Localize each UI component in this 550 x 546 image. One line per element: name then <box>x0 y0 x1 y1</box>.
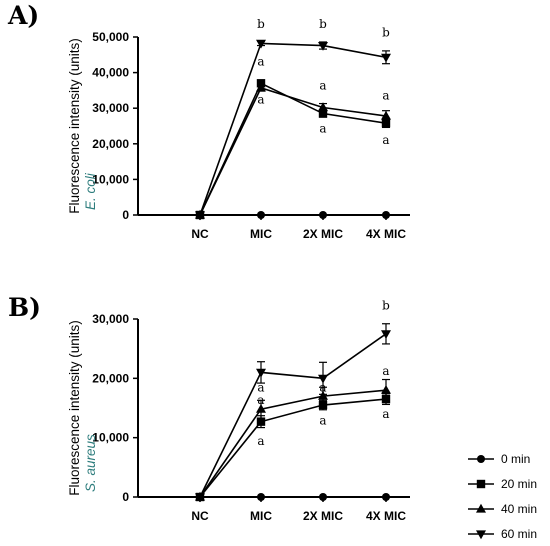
data-point <box>256 82 266 92</box>
significance-letter: b <box>382 25 390 39</box>
significance-letter: a <box>257 380 264 394</box>
y-tick-label: 30,000 <box>92 312 129 326</box>
y-axis-label: Fluorescence intensity (units) <box>67 38 82 214</box>
legend-label: 0 min <box>501 452 530 466</box>
y-tick-label: 30,000 <box>92 101 129 115</box>
legend-marker-triangle-up <box>476 503 486 513</box>
x-tick-label: 2X MIC <box>303 509 343 523</box>
y-tick-label: 40,000 <box>92 66 129 80</box>
significance-letter: b <box>319 17 327 31</box>
data-point <box>318 390 328 400</box>
data-point <box>318 109 328 118</box>
x-tick-label: 2X MIC <box>303 227 343 241</box>
panel-label: B) <box>8 293 41 322</box>
series-line <box>199 398 387 498</box>
data-point <box>257 493 265 501</box>
series-line <box>199 333 387 498</box>
significance-letter: a <box>382 133 389 147</box>
y-tick-label: 50,000 <box>92 30 129 44</box>
significance-letter: a <box>382 88 389 102</box>
chart-panel-a: A) 0 10,000 20,000 30,000 40,000 50,000 NC MIC 2X… <box>7 1 410 241</box>
y-tick-label: 10,000 <box>92 431 129 445</box>
data-point <box>318 41 328 51</box>
significance-letter: a <box>319 380 326 394</box>
x-tick-label: 4X MIC <box>366 509 406 523</box>
data-point <box>381 385 391 394</box>
data-point <box>381 118 391 128</box>
legend-marker-circle <box>477 455 485 463</box>
data-point <box>256 368 266 378</box>
data-point <box>195 211 205 221</box>
chart-panel-b: B) 0 10,000 20,000 30,000 NC MIC 2X MIC 4X MIC Fl… <box>8 293 410 523</box>
data-point <box>256 39 266 49</box>
significance-letter: a <box>319 414 326 428</box>
legend-marker-triangle-down <box>476 530 486 540</box>
series-line <box>199 42 387 216</box>
series-line <box>199 82 387 216</box>
organism-label: E. coli <box>83 172 98 210</box>
significance-letter: a <box>257 434 264 448</box>
organism-label: S. aureus <box>83 434 98 492</box>
y-tick-label: 20,000 <box>92 137 129 151</box>
data-point <box>319 211 327 219</box>
data-point <box>318 102 328 112</box>
x-tick-label: 4X MIC <box>366 227 406 241</box>
significance-letter: a <box>257 393 264 407</box>
data-point <box>256 403 266 413</box>
y-tick-label: 0 <box>122 490 129 504</box>
significance-letter: a <box>382 407 389 421</box>
y-tick-label: 20,000 <box>92 371 129 385</box>
x-tick-label: NC <box>191 509 209 523</box>
data-point <box>381 53 391 63</box>
y-axis-label: Fluorescence intensity (units) <box>67 320 82 496</box>
data-point <box>319 493 327 501</box>
significance-letter: b <box>382 299 390 313</box>
legend-label: 40 min <box>501 502 537 516</box>
x-tick-label: MIC <box>250 509 272 523</box>
legend-marker-square <box>476 479 486 489</box>
data-point <box>382 211 390 219</box>
significance-letter: b <box>257 17 265 31</box>
data-point <box>257 211 265 219</box>
series-line <box>199 389 387 498</box>
data-point <box>195 493 205 503</box>
legend-label: 20 min <box>501 477 537 491</box>
series-line <box>199 86 387 216</box>
x-tick-label: NC <box>191 227 209 241</box>
significance-letter: a <box>257 54 264 68</box>
data-point <box>318 374 328 384</box>
data-point <box>381 330 391 340</box>
legend: 0 min 20 min 40 min 60 min <box>468 452 537 541</box>
legend-label: 60 min <box>501 527 537 541</box>
data-point <box>256 417 266 426</box>
significance-letter: a <box>319 121 326 135</box>
significance-letter: a <box>319 79 326 93</box>
significance-letter: a <box>382 364 389 378</box>
panel-label: A) <box>7 1 39 30</box>
y-tick-label: 0 <box>122 208 129 222</box>
data-point <box>381 110 391 120</box>
y-tick-label: 10,000 <box>92 172 129 186</box>
significance-letter: a <box>257 93 264 107</box>
data-point <box>382 493 390 501</box>
x-tick-label: MIC <box>250 227 272 241</box>
